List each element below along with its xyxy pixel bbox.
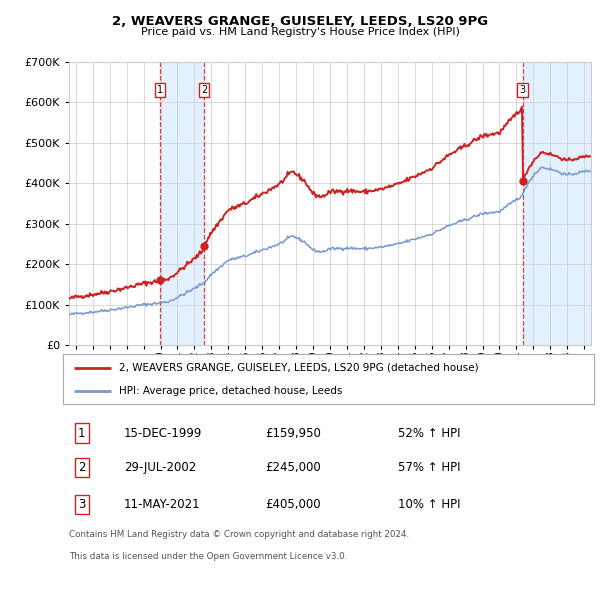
- Text: 2: 2: [201, 86, 207, 95]
- Text: 57% ↑ HPI: 57% ↑ HPI: [398, 461, 460, 474]
- Text: £405,000: £405,000: [265, 498, 320, 511]
- Text: 3: 3: [78, 498, 85, 511]
- Text: 2, WEAVERS GRANGE, GUISELEY, LEEDS, LS20 9PG: 2, WEAVERS GRANGE, GUISELEY, LEEDS, LS20…: [112, 15, 488, 28]
- Text: This data is licensed under the Open Government Licence v3.0.: This data is licensed under the Open Gov…: [69, 552, 347, 561]
- Text: 52% ↑ HPI: 52% ↑ HPI: [398, 427, 460, 440]
- Text: 3: 3: [520, 86, 526, 95]
- Text: 1: 1: [78, 427, 85, 440]
- Text: 29-JUL-2002: 29-JUL-2002: [124, 461, 196, 474]
- Text: 2, WEAVERS GRANGE, GUISELEY, LEEDS, LS20 9PG (detached house): 2, WEAVERS GRANGE, GUISELEY, LEEDS, LS20…: [119, 362, 478, 372]
- Text: HPI: Average price, detached house, Leeds: HPI: Average price, detached house, Leed…: [119, 386, 342, 396]
- Text: 2: 2: [78, 461, 85, 474]
- Text: £159,950: £159,950: [265, 427, 320, 440]
- Text: 11-MAY-2021: 11-MAY-2021: [124, 498, 200, 511]
- Text: 15-DEC-1999: 15-DEC-1999: [124, 427, 202, 440]
- Bar: [160, 62, 204, 345]
- Bar: [523, 62, 591, 345]
- Text: 10% ↑ HPI: 10% ↑ HPI: [398, 498, 460, 511]
- Text: 1: 1: [157, 86, 163, 95]
- Text: £245,000: £245,000: [265, 461, 320, 474]
- Text: Price paid vs. HM Land Registry's House Price Index (HPI): Price paid vs. HM Land Registry's House …: [140, 27, 460, 37]
- Text: Contains HM Land Registry data © Crown copyright and database right 2024.: Contains HM Land Registry data © Crown c…: [69, 530, 409, 539]
